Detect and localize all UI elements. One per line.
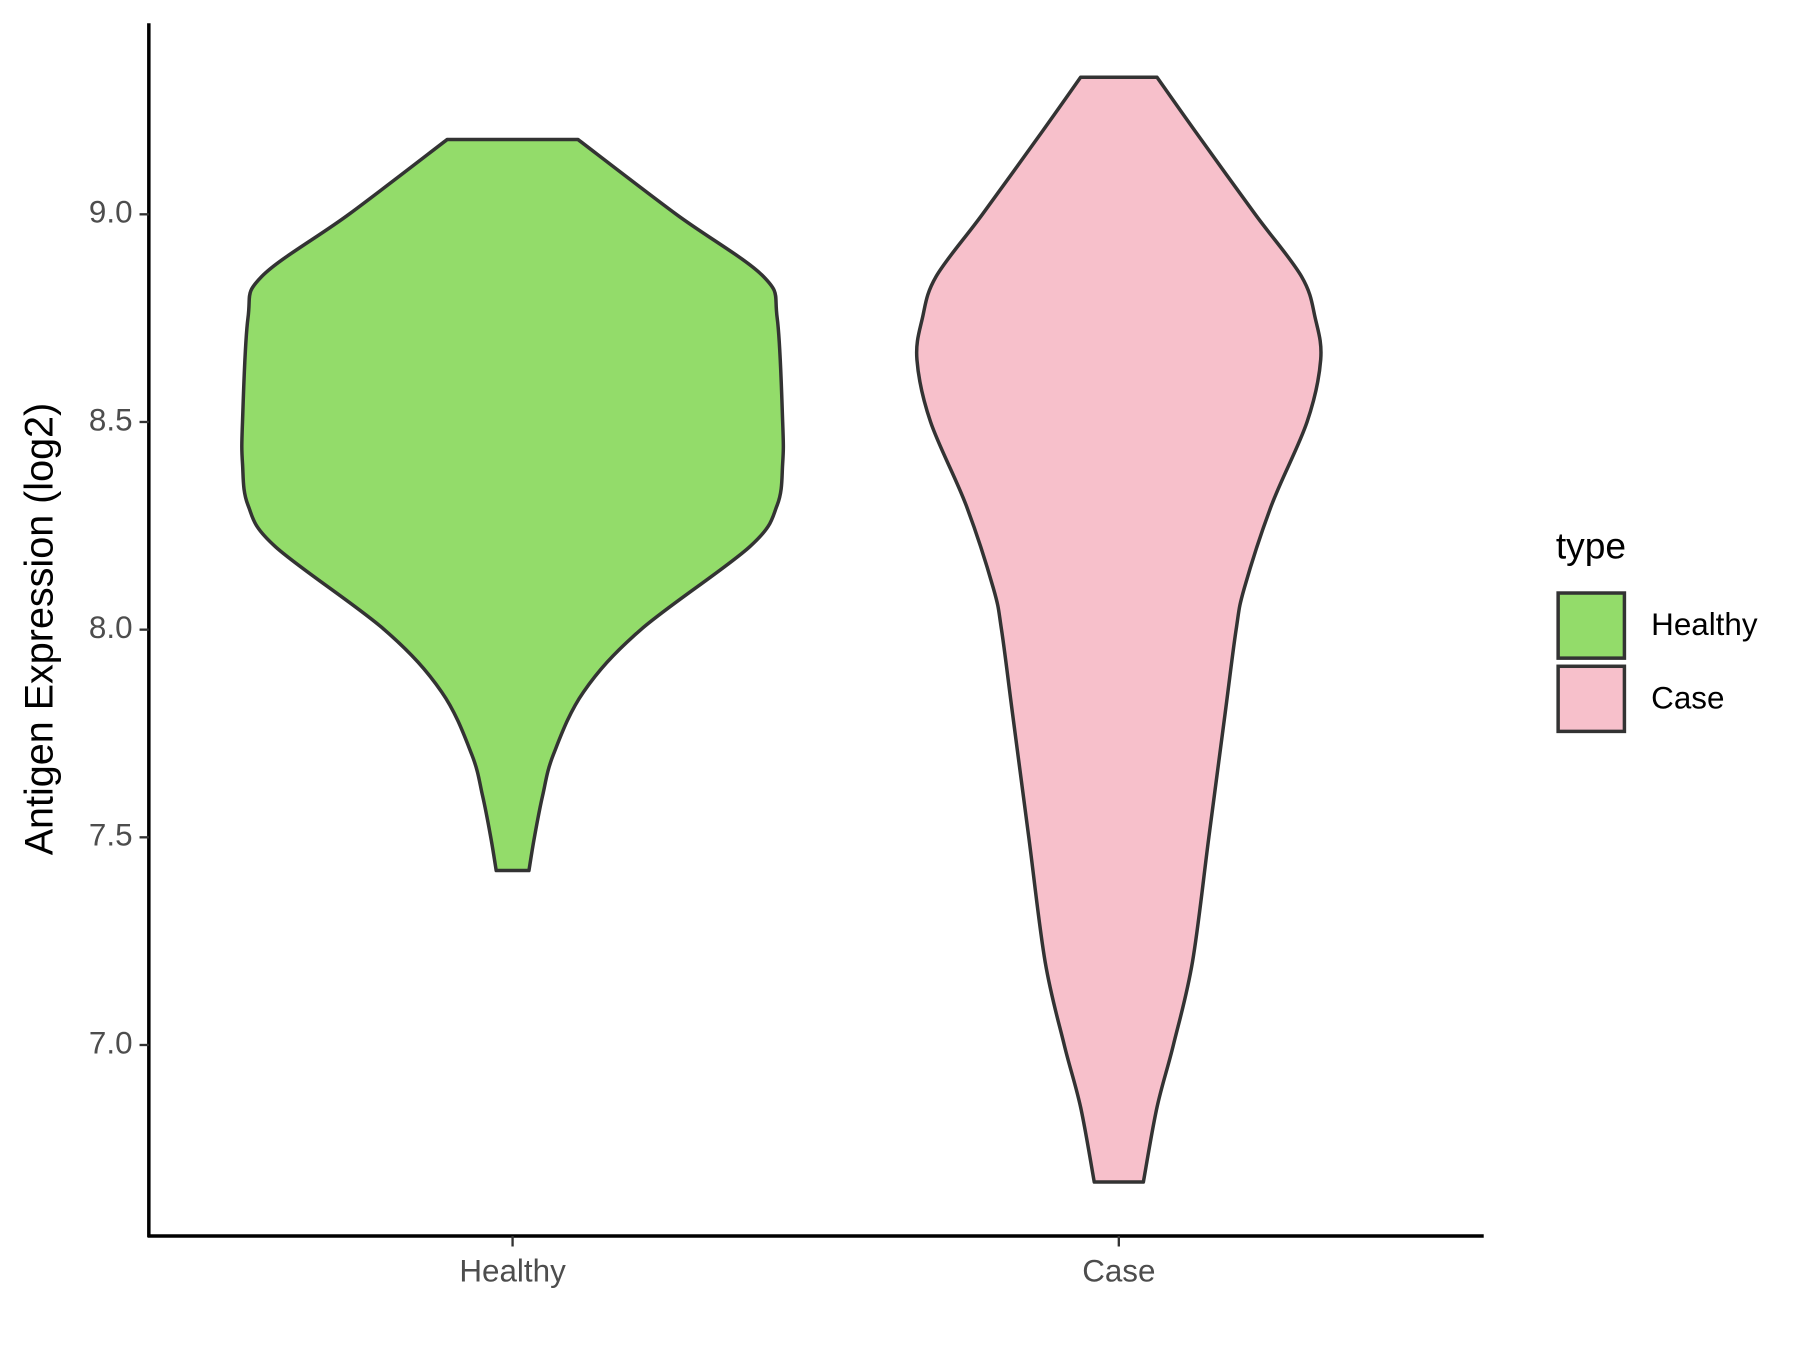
legend-key: [1556, 591, 1627, 660]
legend-label: Healthy: [1651, 607, 1758, 642]
legend-title: type: [1556, 525, 1626, 567]
y-tick-label: 7.0: [89, 1025, 133, 1060]
y-tick-label: 7.5: [89, 818, 133, 853]
x-tick-label: Case: [1082, 1254, 1155, 1289]
y-axis-label: Antigen Expression (log2): [17, 403, 61, 855]
y-tick-label: 8.5: [89, 402, 133, 437]
y-tick-label: 9.0: [89, 195, 133, 230]
violin: [240, 137, 786, 873]
y-tick-label: 8.0: [89, 610, 133, 645]
legend-key: [1556, 664, 1627, 734]
x-tick-label: Healthy: [459, 1254, 566, 1289]
legend-label: Case: [1651, 680, 1724, 715]
violin: [914, 75, 1323, 1184]
